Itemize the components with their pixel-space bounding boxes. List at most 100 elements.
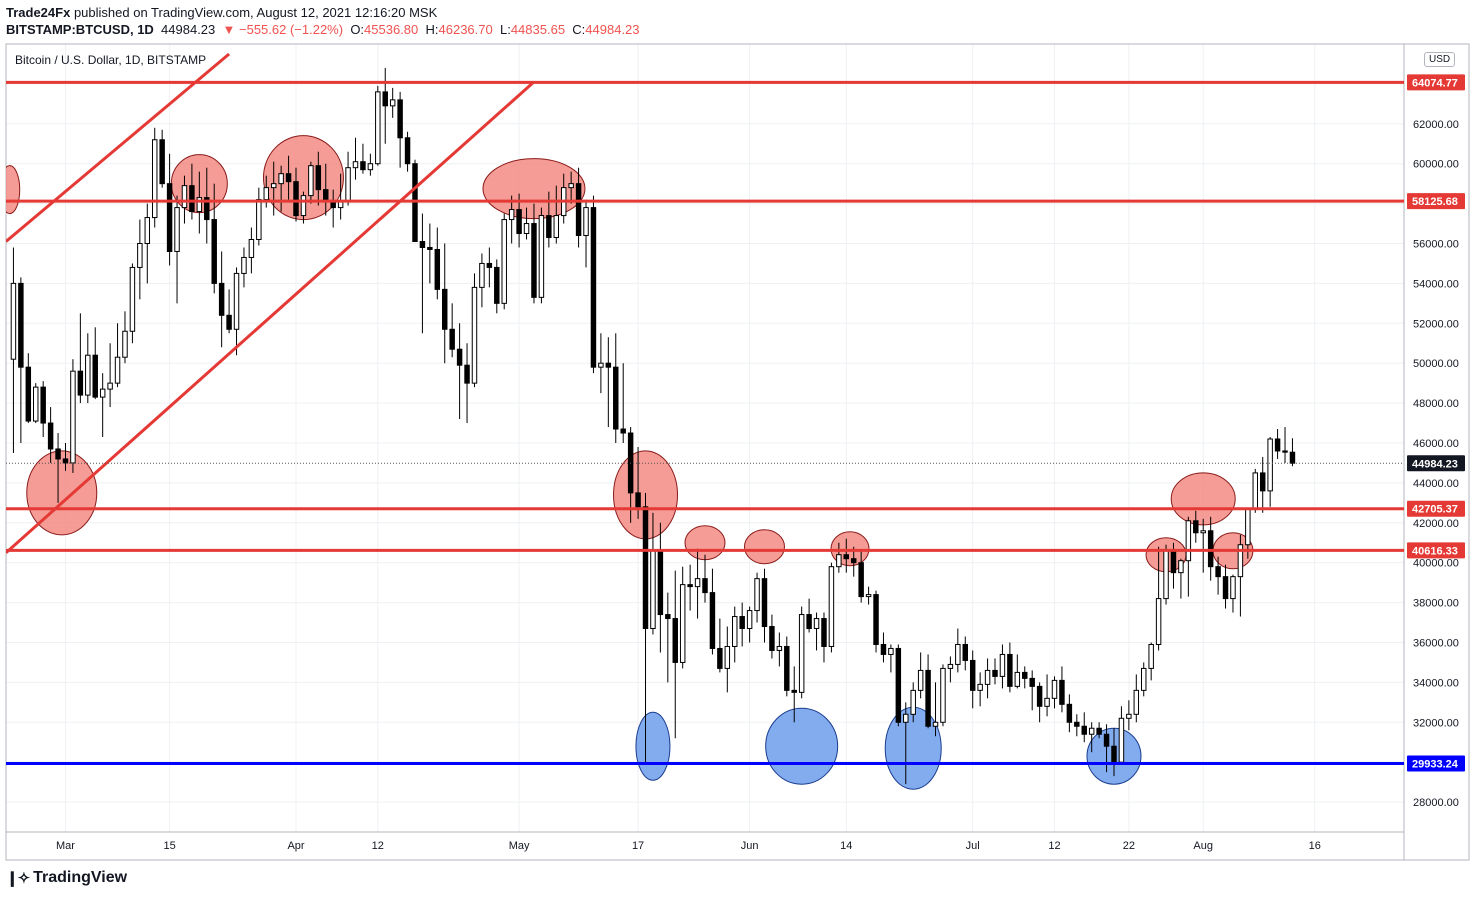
candle xyxy=(694,548,701,619)
y-tick-label: 62000.00 xyxy=(1413,119,1459,131)
candle xyxy=(613,333,619,443)
candle xyxy=(553,185,560,244)
red-zone-ellipse xyxy=(26,450,98,536)
candle xyxy=(40,381,46,438)
candle-body-up xyxy=(233,272,240,330)
trend-line xyxy=(6,52,231,243)
resistance-level-label-text: 64074.77 xyxy=(1412,77,1458,89)
candle xyxy=(471,273,478,388)
candle-body-down xyxy=(494,266,500,304)
resistance-level-label-bg xyxy=(1407,500,1465,517)
candle-body-down xyxy=(1282,450,1288,453)
candle xyxy=(828,562,835,653)
candle xyxy=(144,203,151,284)
candle xyxy=(367,153,374,176)
x-tick-label: 12 xyxy=(1048,840,1060,852)
candle-body-down xyxy=(642,506,649,630)
candle-body-up xyxy=(1163,550,1169,600)
resistance-level-label: 42705.37 xyxy=(1407,500,1465,517)
candle-body-up xyxy=(776,645,783,651)
candle xyxy=(1282,427,1288,463)
candle-body-down xyxy=(412,163,418,242)
candle-body-down xyxy=(293,181,299,217)
candle xyxy=(858,550,864,603)
candle xyxy=(657,522,664,653)
currency-button[interactable]: USD xyxy=(1424,52,1456,67)
candle xyxy=(1051,676,1058,709)
candle xyxy=(717,618,723,673)
candle-body-up xyxy=(1245,508,1251,546)
candle xyxy=(635,446,641,519)
candle-body-up xyxy=(99,388,106,398)
candle-body-down xyxy=(531,223,537,298)
candle-body-down xyxy=(404,137,411,165)
candle xyxy=(1289,438,1296,467)
candle xyxy=(836,542,842,573)
candle-body-up xyxy=(583,207,589,237)
publish-info: Trade24Fx published on TradingView.com, … xyxy=(6,5,437,20)
candle xyxy=(1074,714,1080,737)
candle xyxy=(605,337,612,428)
candle xyxy=(360,143,366,174)
candle xyxy=(241,247,247,288)
last-price-label-text: 44984.23 xyxy=(1412,458,1458,470)
y-tick-label: 46000.00 xyxy=(1413,438,1459,450)
candle xyxy=(1215,556,1221,595)
candle-body-down xyxy=(55,448,61,460)
candle-body-down xyxy=(1207,530,1214,568)
candle xyxy=(769,614,775,659)
candle-body-up xyxy=(1237,544,1244,578)
x-tick-label: 15 xyxy=(163,840,175,852)
candle-body-up xyxy=(955,643,961,665)
candle-body-down xyxy=(1081,725,1087,735)
open-value: 45536.80 xyxy=(364,22,419,37)
candle xyxy=(531,203,537,304)
tradingview-logo-icon: ❙✧ xyxy=(6,870,30,887)
candle xyxy=(1022,666,1028,689)
resistance-level-label-text: 40616.33 xyxy=(1412,545,1458,557)
candle-body-down xyxy=(873,594,879,645)
candle-body-up xyxy=(1088,727,1095,735)
candle-body-down xyxy=(456,348,463,366)
candle xyxy=(419,213,426,334)
chart-frame xyxy=(5,43,1470,861)
candle xyxy=(665,592,671,683)
candle xyxy=(92,327,98,400)
candle xyxy=(1185,516,1192,597)
y-tick-label: 36000.00 xyxy=(1413,637,1459,649)
x-tick-label: 16 xyxy=(1309,840,1321,852)
candle-body-up xyxy=(308,165,314,197)
candle xyxy=(739,602,745,647)
y-tick-label: 28000.00 xyxy=(1413,797,1459,809)
candle-body-up xyxy=(932,721,939,727)
candle xyxy=(516,193,522,248)
candle-body-up xyxy=(300,195,307,217)
candle-body-down xyxy=(992,669,998,677)
publisher-name[interactable]: Trade24Fx xyxy=(6,5,71,20)
candle xyxy=(404,131,411,172)
candle xyxy=(761,568,768,643)
candle-body-up xyxy=(538,215,545,298)
candle xyxy=(1252,468,1259,513)
red-zone-ellipse xyxy=(6,165,21,215)
candle-body-down xyxy=(464,364,470,384)
resistance-level-label-text: 42705.37 xyxy=(1412,504,1458,516)
candle-body-up xyxy=(471,286,478,384)
candle xyxy=(501,213,507,310)
candle xyxy=(204,167,210,244)
last-price-label-bg xyxy=(1407,455,1465,472)
candle xyxy=(270,161,277,216)
candle-body-up xyxy=(241,256,247,274)
candle xyxy=(375,85,381,166)
candle xyxy=(843,538,850,573)
candle-body-down xyxy=(1193,520,1199,534)
candle-body-down xyxy=(784,645,790,691)
candle xyxy=(308,161,314,204)
candle xyxy=(434,227,441,300)
candle-body-up xyxy=(1126,713,1132,719)
candle xyxy=(442,243,448,364)
high-label: H: xyxy=(425,22,439,37)
close-label: C: xyxy=(572,22,586,37)
candle-body-up xyxy=(10,282,17,360)
